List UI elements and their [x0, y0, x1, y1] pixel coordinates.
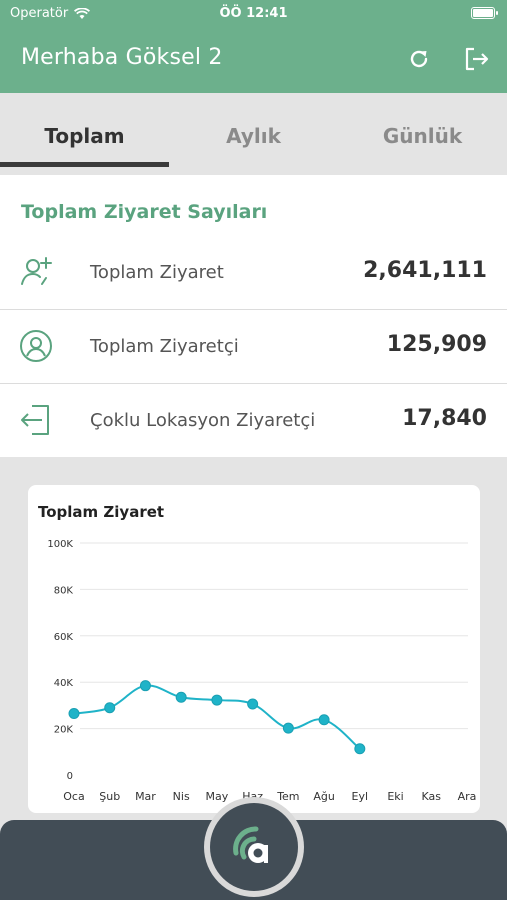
chart-card: 020K40K60K80K100KOcaŞubMarNisMayHazTemAğ… — [28, 485, 480, 813]
data-point — [175, 691, 187, 703]
carrier: Operatör — [10, 6, 91, 21]
y-tick-label: 40K — [54, 678, 74, 689]
stat-label: Toplam Ziyaretçi — [90, 336, 239, 357]
status-time: ÖÖ 12:41 — [219, 6, 288, 21]
active-tab-indicator — [0, 162, 169, 167]
refresh-button[interactable] — [404, 44, 434, 74]
data-point — [104, 702, 116, 714]
stats-card: Toplam Ziyaret Sayıları Toplam Ziyaret 2… — [0, 175, 507, 457]
tab-aylik[interactable]: Aylık — [226, 124, 281, 148]
y-tick-label: 20K — [54, 725, 74, 736]
x-tick-label: May — [206, 790, 229, 803]
x-tick-label: Kas — [422, 790, 442, 803]
x-tick-label: Eki — [387, 790, 403, 803]
home-button[interactable] — [210, 803, 298, 891]
data-point — [354, 743, 366, 755]
stat-value: 17,840 — [402, 406, 487, 431]
x-tick-label: Nis — [173, 790, 190, 803]
y-tick-label: 0 — [67, 771, 73, 782]
battery-icon — [471, 7, 498, 19]
x-tick-label: Şub — [99, 790, 120, 803]
app-header: Operatör ÖÖ 12:41 Merhaba Göksel 2 — [0, 0, 507, 93]
login-icon — [21, 405, 49, 435]
page-title: Merhaba Göksel 2 — [21, 45, 223, 70]
y-tick-label: 60K — [54, 632, 74, 643]
app-logo-icon — [233, 826, 268, 863]
data-point — [68, 708, 80, 720]
wifi-icon — [74, 7, 91, 19]
data-point — [247, 698, 259, 710]
data-point — [139, 680, 151, 692]
stats-title: Toplam Ziyaret Sayıları — [21, 201, 268, 223]
stat-row-multi-location: Çoklu Lokasyon Ziyaretçi 17,840 — [0, 384, 507, 458]
refresh-icon — [410, 50, 428, 68]
x-tick-label: Tem — [276, 790, 299, 803]
data-point — [282, 722, 294, 734]
x-tick-label: Eyl — [352, 790, 369, 803]
x-tick-label: Ara — [458, 790, 477, 803]
stat-label: Çoklu Lokasyon Ziyaretçi — [90, 410, 316, 431]
status-bar: Operatör ÖÖ 12:41 — [0, 0, 507, 28]
tab-gunluk[interactable]: Günlük — [382, 124, 463, 148]
x-tick-label: Mar — [135, 790, 156, 803]
stat-value: 2,641,111 — [363, 258, 487, 283]
user-circle-icon — [20, 330, 52, 362]
stat-label: Toplam Ziyaret — [90, 262, 224, 283]
logout-icon — [465, 47, 489, 71]
stat-row-total-visitors: Toplam Ziyaretçi 125,909 — [0, 310, 507, 384]
carrier-label: Operatör — [10, 6, 69, 21]
y-tick-label: 100K — [47, 539, 73, 550]
x-tick-label: Ağu — [313, 790, 334, 803]
tab-bar: Toplam Aylık Günlük — [0, 93, 507, 168]
tab-toplam[interactable]: Toplam — [44, 124, 125, 148]
x-tick-label: Oca — [63, 790, 84, 803]
stat-row-total-visits: Toplam Ziyaret 2,641,111 — [0, 236, 507, 310]
stat-value: 125,909 — [386, 332, 487, 357]
visits-line-chart: 020K40K60K80K100KOcaŞubMarNisMayHazTemAğ… — [47, 539, 477, 803]
chart-title: Toplam Ziyaret — [38, 503, 165, 521]
add-user-icon — [21, 257, 52, 285]
y-tick-label: 80K — [54, 585, 74, 596]
logout-button[interactable] — [462, 44, 492, 74]
data-point — [211, 694, 223, 706]
data-point — [318, 714, 330, 726]
